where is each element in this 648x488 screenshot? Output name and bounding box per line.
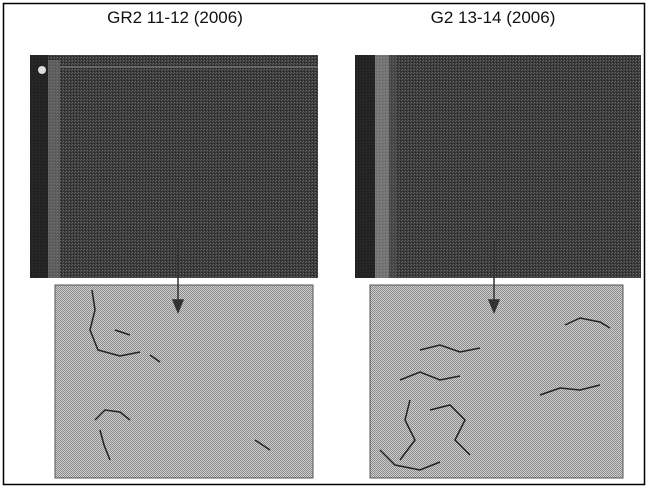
photo	[355, 55, 641, 278]
crack-map	[369, 284, 624, 479]
panel-title: GR2 11-12 (2006)	[107, 8, 243, 27]
panel-title: G2 13-14 (2006)	[431, 8, 556, 27]
arrow	[171, 240, 501, 314]
photo	[30, 55, 318, 278]
crack-map	[54, 284, 314, 479]
